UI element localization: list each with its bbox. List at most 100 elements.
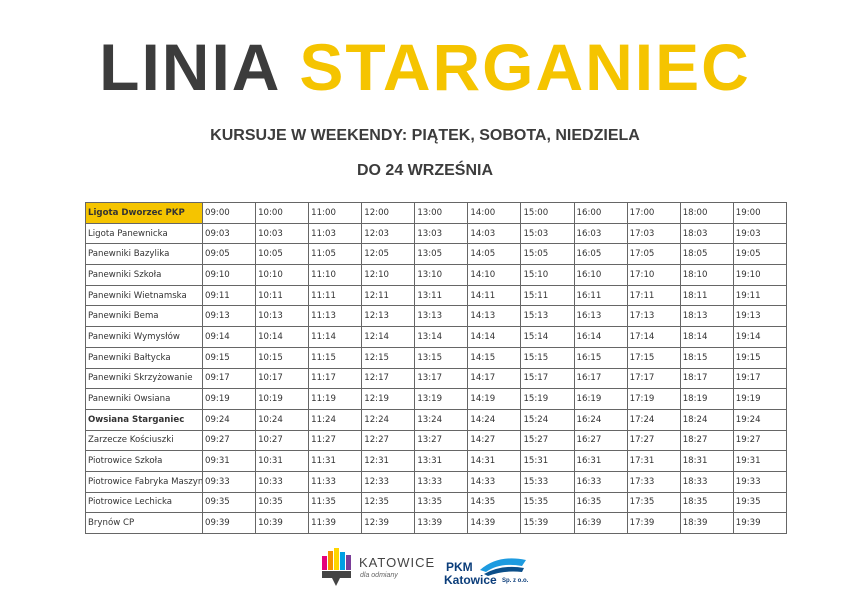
departure-time: 19:14 xyxy=(732,326,788,348)
departure-time: 16:05 xyxy=(573,243,628,266)
timetable-row: Brynów CP 09:39 10:39 11:39 12:39 13:39 14:39 1… xyxy=(85,512,788,534)
timetable-row: Panewniki Owsiana 09:19 10:19 11:19 12:19 13:… xyxy=(85,388,788,410)
departure-time: 13:00 xyxy=(414,202,469,224)
departure-time: 12:00 xyxy=(361,202,416,224)
departure-time: 11:03 xyxy=(308,222,363,245)
departure-time: 15:13 xyxy=(520,305,575,328)
departure-time: 18:10 xyxy=(679,264,734,286)
departure-time: 17:05 xyxy=(626,243,681,266)
departure-time: 09:24 xyxy=(201,408,257,431)
departure-time: 12:05 xyxy=(361,243,416,266)
departure-time: 19:15 xyxy=(732,346,788,369)
stop-name: Panewniki Bałtycka xyxy=(85,346,203,369)
departure-time: 17:14 xyxy=(626,326,681,348)
departure-time: 14:15 xyxy=(467,346,522,369)
departure-time: 16:10 xyxy=(573,264,628,286)
departure-time: 18:17 xyxy=(679,367,734,390)
departure-time: 12:15 xyxy=(361,346,416,369)
departure-time: 19:11 xyxy=(732,284,788,307)
departure-time: 18:03 xyxy=(679,222,734,245)
stop-name: Panewniki Bema xyxy=(85,305,203,328)
departure-time: 17:19 xyxy=(626,388,681,410)
departure-time: 14:39 xyxy=(467,512,522,534)
timetable-row: Piotrowice Lechicka 09:35 10:35 11:35 12:35 1… xyxy=(85,491,788,514)
departure-time: 11:31 xyxy=(308,450,363,472)
stop-name: Piotrowice Szkoła xyxy=(85,450,203,472)
timetable-row: Panewniki Skrzyżowanie 09:17 10:17 11:17 12:… xyxy=(85,367,788,390)
departure-time: 15:03 xyxy=(520,222,575,245)
departure-time: 17:00 xyxy=(626,202,681,224)
departure-time: 18:31 xyxy=(679,450,734,472)
departure-time: 19:39 xyxy=(732,512,788,534)
departure-time: 13:35 xyxy=(414,491,469,514)
departure-time: 18:19 xyxy=(679,388,734,410)
stop-name: Panewniki Wietnamska xyxy=(85,284,203,307)
departure-time: 14:24 xyxy=(467,408,522,431)
departure-time: 19:05 xyxy=(732,243,788,266)
departure-time: 12:03 xyxy=(361,222,416,245)
departure-time: 14:05 xyxy=(467,243,522,266)
katowice-tagline: dla odmiany xyxy=(360,572,398,579)
departure-time: 18:14 xyxy=(679,326,734,348)
departure-time: 14:27 xyxy=(467,429,522,452)
timetable-body: Ligota Dworzec PKP 09:00 10:00 11:00 12:00 13… xyxy=(85,202,788,534)
departure-time: 11:00 xyxy=(308,202,363,224)
stop-name: Panewniki Wymysłów xyxy=(85,326,203,348)
departure-time: 09:03 xyxy=(201,222,257,245)
departure-time: 14:10 xyxy=(467,264,522,286)
timetable-row: Owsiana Starganiec 09:24 10:24 11:24 12:24 13… xyxy=(85,408,788,431)
departure-time: 19:33 xyxy=(732,470,788,493)
katowice-logo xyxy=(322,548,351,586)
departure-time: 13:11 xyxy=(414,284,469,307)
departure-time: 15:35 xyxy=(520,491,575,514)
stop-name: Brynów CP xyxy=(85,512,203,534)
title-accent: STARGANIEC xyxy=(299,30,751,104)
departure-time: 18:35 xyxy=(679,491,734,514)
departure-time: 15:11 xyxy=(520,284,575,307)
departure-time: 09:10 xyxy=(201,264,257,286)
departure-time: 10:35 xyxy=(255,491,310,514)
departure-time: 13:13 xyxy=(414,305,469,328)
departure-time: 18:13 xyxy=(679,305,734,328)
departure-time: 15:39 xyxy=(520,512,575,534)
departure-time: 16:39 xyxy=(573,512,628,534)
departure-time: 17:11 xyxy=(626,284,681,307)
pkm-logo xyxy=(480,558,526,576)
departure-time: 17:31 xyxy=(626,450,681,472)
departure-time: 18:11 xyxy=(679,284,734,307)
departure-time: 09:33 xyxy=(201,470,257,493)
stop-name: Zarzecze Kościuszki xyxy=(85,429,203,452)
departure-time: 14:14 xyxy=(467,326,522,348)
departure-time: 09:19 xyxy=(201,388,257,410)
departure-time: 13:39 xyxy=(414,512,469,534)
departure-time: 11:35 xyxy=(308,491,363,514)
departure-time: 16:00 xyxy=(573,202,628,224)
subtitle: KURSUJE W WEEKENDY: PIĄTEK, SOBOTA, NIED… xyxy=(210,127,640,144)
departure-time: 17:33 xyxy=(626,470,681,493)
departure-time: 10:17 xyxy=(255,367,310,390)
departure-time: 16:13 xyxy=(573,305,628,328)
departure-time: 13:31 xyxy=(414,450,469,472)
departure-time: 19:31 xyxy=(732,450,788,472)
timetable-row: Panewniki Wymysłów 09:14 10:14 11:14 12:14 13… xyxy=(85,326,788,348)
departure-time: 09:31 xyxy=(201,450,257,472)
departure-time: 10:11 xyxy=(255,284,310,307)
departure-time: 10:15 xyxy=(255,346,310,369)
departure-time: 10:24 xyxy=(255,408,310,431)
departure-time: 12:39 xyxy=(361,512,416,534)
departure-time: 13:05 xyxy=(414,243,469,266)
departure-time: 16:33 xyxy=(573,470,628,493)
departure-time: 12:24 xyxy=(361,408,416,431)
stop-name: Ligota Panewnicka xyxy=(85,222,203,245)
departure-time: 15:05 xyxy=(520,243,575,266)
stop-name: Ligota Dworzec PKP xyxy=(85,202,203,224)
departure-time: 10:31 xyxy=(255,450,310,472)
departure-time: 18:05 xyxy=(679,243,734,266)
departure-time: 13:10 xyxy=(414,264,469,286)
departure-time: 13:14 xyxy=(414,326,469,348)
departure-time: 10:05 xyxy=(255,243,310,266)
timetable-row: Piotrowice Fabryka Maszyn 09:33 10:33 11:33… xyxy=(85,470,788,493)
departure-time: 18:00 xyxy=(679,202,734,224)
departure-time: 19:13 xyxy=(732,305,788,328)
